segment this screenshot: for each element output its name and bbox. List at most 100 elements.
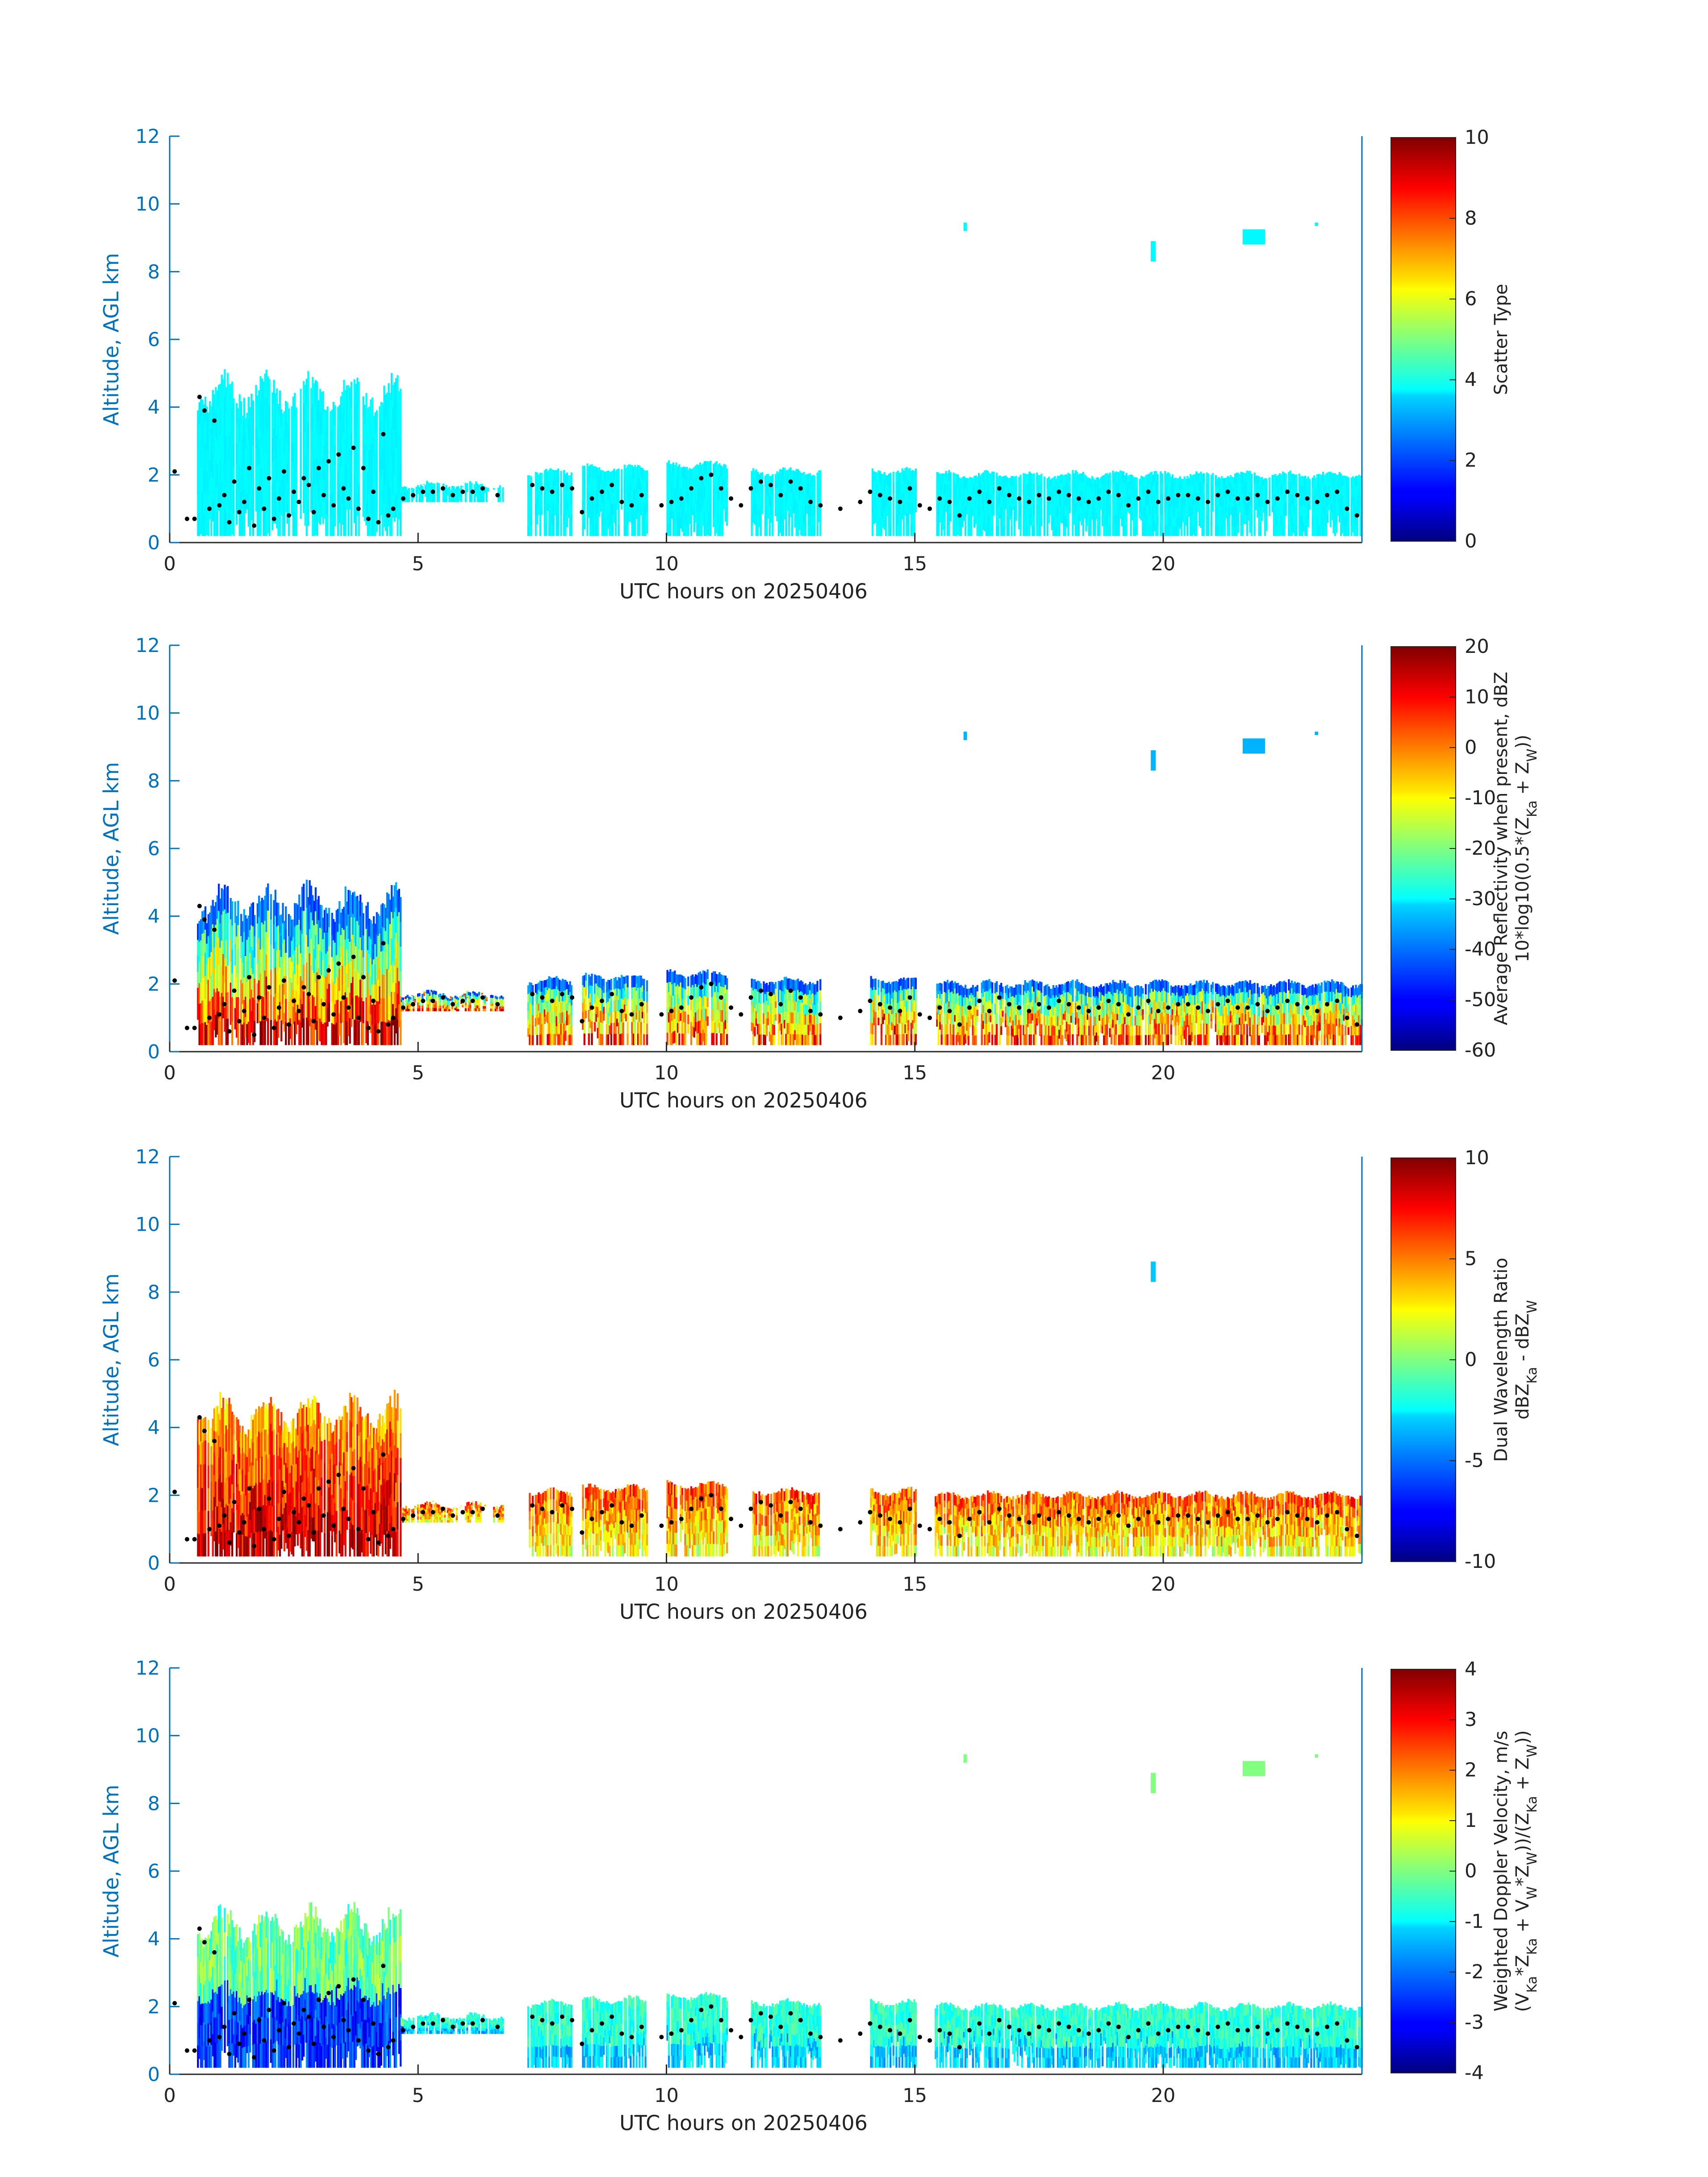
heat-cell <box>758 518 760 527</box>
heat-cell <box>668 460 670 473</box>
heat-cell <box>1195 482 1198 493</box>
heat-cell <box>251 946 253 969</box>
heat-cell <box>942 483 944 493</box>
heat-cell <box>1033 515 1035 526</box>
heat-cell <box>604 493 606 504</box>
heat-cell <box>225 461 227 487</box>
heat-cell <box>370 399 372 422</box>
heat-cell <box>1197 473 1199 480</box>
heat-cell <box>279 967 281 985</box>
heat-cell <box>444 494 446 497</box>
heat-cell <box>690 502 693 514</box>
heat-cell <box>945 505 947 512</box>
heat-cell <box>1170 526 1172 536</box>
heat-cell <box>261 898 263 923</box>
heat-cell <box>1012 498 1015 505</box>
heat-cell <box>432 486 434 490</box>
heat-cell <box>699 499 702 512</box>
heat-cell <box>942 501 944 511</box>
heat-cell <box>981 505 983 516</box>
heat-cell <box>331 451 333 473</box>
heat-cell <box>945 471 947 478</box>
heat-cell <box>409 997 412 1000</box>
heat-cell <box>631 465 633 477</box>
heat-cell <box>1009 477 1011 485</box>
heat-cell <box>806 500 808 507</box>
heat-cell <box>975 491 977 500</box>
heat-cell <box>1095 484 1098 492</box>
heat-cell <box>1353 516 1356 526</box>
heat-cell <box>1066 510 1068 519</box>
heat-cell <box>1009 485 1011 492</box>
heat-cell <box>1295 495 1298 506</box>
heat-cell <box>786 490 789 497</box>
heat-cell <box>368 450 371 472</box>
heat-cell <box>915 468 917 476</box>
heat-cell <box>1345 496 1347 506</box>
heat-cell <box>680 518 682 528</box>
heat-cell <box>1084 496 1086 504</box>
heat-cell <box>706 510 709 523</box>
heat-cell <box>1124 515 1126 526</box>
heat-cell <box>279 511 281 536</box>
heat-cell <box>247 1021 250 1043</box>
cloud-base-point <box>401 496 405 501</box>
heat-cell <box>563 470 565 481</box>
heat-cell <box>197 494 199 515</box>
heat-cell <box>1173 516 1175 526</box>
heat-cell <box>1015 491 1017 499</box>
heat-cell <box>347 435 350 461</box>
heat-cell <box>326 406 329 429</box>
heat-cell <box>1139 511 1141 519</box>
heat-cell <box>245 481 247 497</box>
heat-cell <box>469 1002 472 1005</box>
heat-cell <box>618 524 620 536</box>
heat-cell <box>340 489 342 513</box>
heat-cell <box>592 524 594 536</box>
heat-cell <box>1355 526 1357 536</box>
heat-cell <box>563 492 565 503</box>
heat-cell <box>231 997 234 1021</box>
heat-cell <box>251 925 253 947</box>
heat-cell <box>1090 507 1092 517</box>
heat-cell <box>722 467 724 479</box>
heat-cell <box>296 1004 299 1025</box>
heat-cell <box>364 463 366 483</box>
heat-cell <box>761 486 764 493</box>
heat-cell <box>810 526 813 536</box>
heat-cell <box>760 504 762 515</box>
heat-cell <box>1107 505 1110 516</box>
heat-cell <box>221 1019 223 1045</box>
cloud-base-point <box>311 510 316 514</box>
heat-cell <box>683 478 685 490</box>
heat-cell <box>804 474 807 485</box>
heat-cell <box>961 502 964 511</box>
heat-cell <box>754 515 756 525</box>
heat-cell <box>976 476 978 487</box>
heat-cell <box>242 1024 244 1045</box>
heat-cell <box>1061 507 1064 515</box>
heat-cell <box>1149 504 1152 515</box>
heat-cell <box>373 435 375 456</box>
heat-cell <box>1280 505 1282 516</box>
heat-cell <box>952 504 955 515</box>
heat-cell <box>551 502 553 514</box>
heat-cell <box>635 484 638 493</box>
heat-cell <box>683 513 685 525</box>
heat-cell <box>1227 506 1229 516</box>
heat-cell <box>1165 505 1168 516</box>
heat-cell <box>326 428 329 450</box>
heat-cell <box>1024 494 1026 505</box>
heat-cell <box>1346 486 1348 497</box>
heat-cell <box>447 494 449 496</box>
heat-cell <box>280 409 283 427</box>
heat-cell <box>1334 484 1336 495</box>
heat-cell <box>435 994 437 998</box>
heat-cell <box>981 494 983 505</box>
heat-cell <box>1320 475 1323 486</box>
heat-cell <box>1093 507 1095 517</box>
heat-cell <box>312 945 314 970</box>
heat-cell <box>940 473 943 485</box>
heat-cell <box>295 450 297 472</box>
heat-cell <box>543 525 546 536</box>
